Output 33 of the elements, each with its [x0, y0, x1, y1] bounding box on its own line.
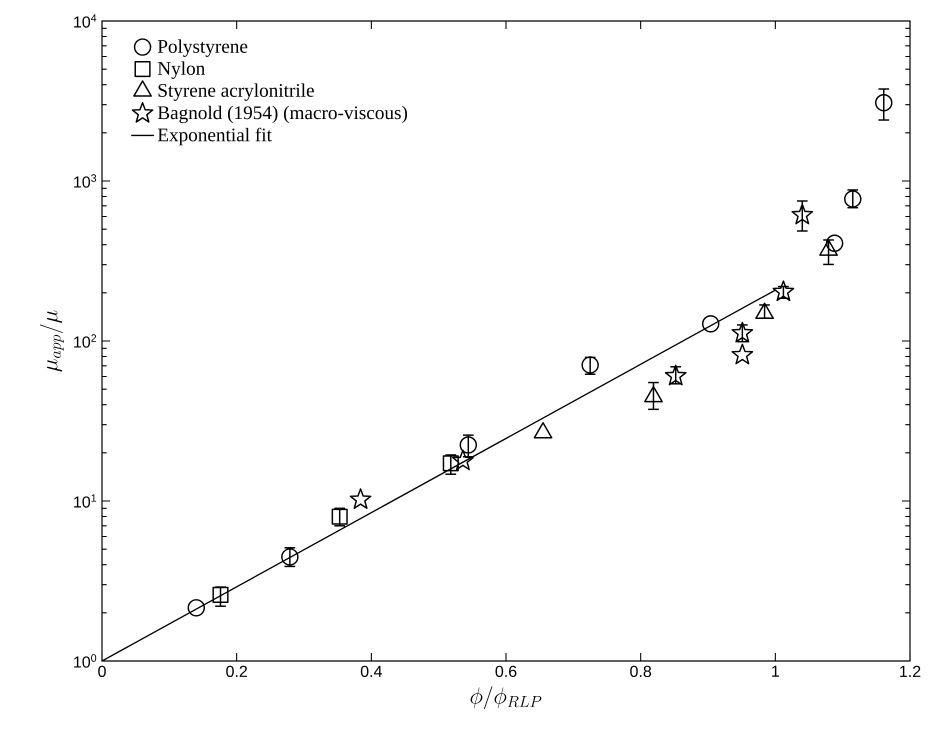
- x-tick-label: 0.2: [226, 666, 247, 678]
- x-axis-title: $\phi/\phi_{RLP}$: [470, 686, 542, 710]
- point: [664, 364, 687, 386]
- legend-label: Polystyrene: [158, 39, 248, 57]
- point: [281, 548, 299, 566]
- legend-label: Bagnold (1954) (macro-viscous): [158, 106, 408, 124]
- point: [702, 315, 720, 333]
- legend-label: Styrene acrylonitrile: [158, 83, 314, 101]
- x-tick-label: 0: [98, 666, 106, 678]
- x-tick-label: 0.6: [496, 666, 516, 678]
- legend-label: Nylon: [158, 61, 205, 79]
- point: [442, 455, 459, 472]
- point: [212, 586, 229, 603]
- point: [581, 356, 599, 374]
- point: [875, 94, 892, 112]
- point: [350, 488, 372, 509]
- legend-label: Exponential fit: [158, 128, 272, 146]
- y-axis-title: $\mu_{app}/\mu$: [40, 310, 64, 372]
- point: [452, 450, 474, 470]
- x-tick-label: 0.8: [630, 666, 652, 678]
- y-tick-label: 10$^{1}$: [74, 494, 96, 508]
- y-tick-label: 10$^{2}$: [74, 334, 96, 348]
- x-tick-label: 1: [772, 666, 780, 677]
- point: [460, 436, 478, 454]
- y-tick-label: 10$^{0}$: [74, 654, 96, 668]
- y-tick-label: 10$^{4}$: [74, 14, 96, 28]
- point: [188, 599, 206, 617]
- point: [844, 190, 862, 208]
- y-tick-label: 10$^{3}$: [74, 174, 96, 188]
- x-tick-label: 1.2: [900, 666, 920, 677]
- point: [826, 234, 844, 252]
- point: [772, 280, 794, 302]
- x-tick-label: 0.4: [360, 666, 382, 678]
